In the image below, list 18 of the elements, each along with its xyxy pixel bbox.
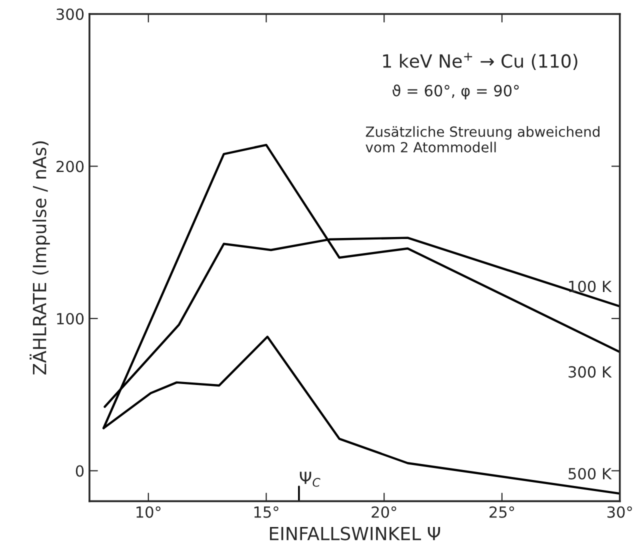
annotation: ϑ = 60°, φ = 90° <box>392 84 519 100</box>
x-tick-label: 15° <box>254 506 278 518</box>
y-axis-title: ZÄHLRATE (Impulse / nAs) <box>30 141 50 375</box>
y-tick-label: 300 <box>56 8 84 20</box>
series-label: 500 K <box>568 468 612 480</box>
series-label: 100 K <box>569 280 612 292</box>
x-axis-title: EINFALLSWINKEL Ψ <box>270 526 440 540</box>
y-tick-label: 0 <box>76 465 84 477</box>
annotation: 1 keV Ne$^{+}$ → Cu (110) <box>383 52 578 70</box>
annotation: Ψ$_{C}$ <box>300 472 320 487</box>
y-tick-label: 100 <box>57 312 84 325</box>
series-label: 300 K <box>568 366 612 378</box>
annotation: Zusätzliche Streuung abweichend vom 2 Atommodell <box>366 126 600 152</box>
x-tick-label: 30° <box>607 506 632 518</box>
x-tick-label: 10° <box>136 506 160 518</box>
y-tick-label: 200 <box>56 160 84 172</box>
x-tick-label: 20° <box>372 506 396 518</box>
x-tick-label: 25° <box>490 506 514 518</box>
